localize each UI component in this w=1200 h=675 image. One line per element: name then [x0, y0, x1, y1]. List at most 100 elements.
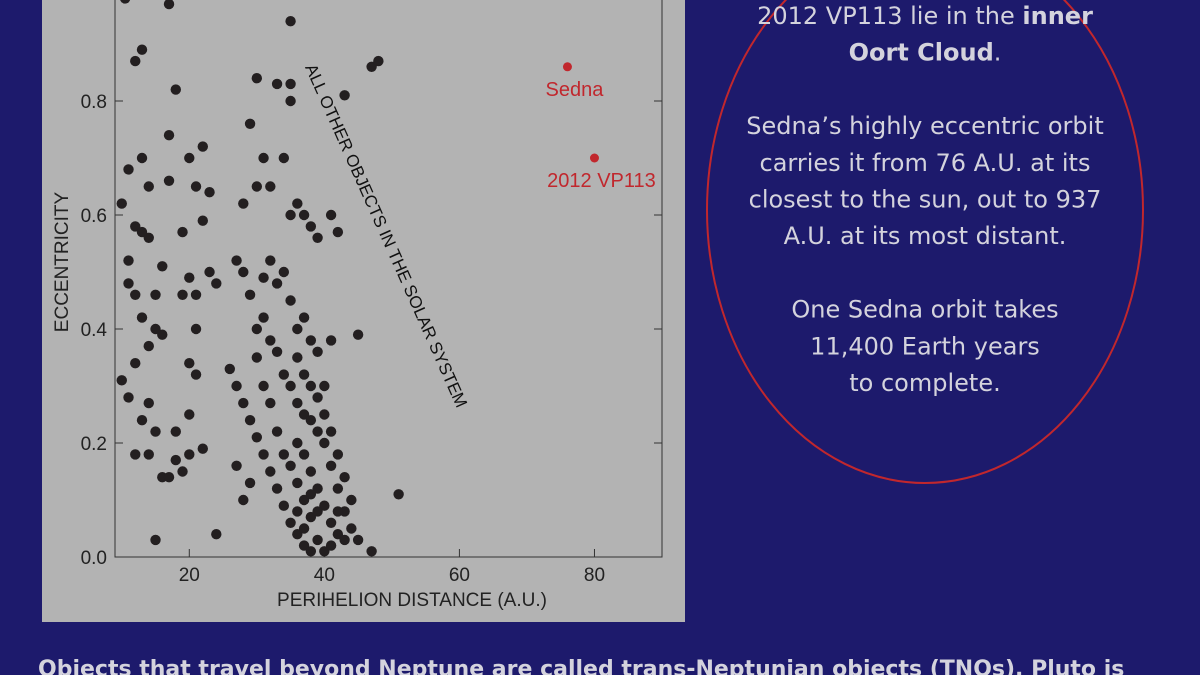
data-point — [305, 221, 317, 232]
data-point — [346, 494, 357, 506]
sidebar-text: 11,400 Earth years — [810, 332, 1040, 360]
data-point — [312, 506, 323, 517]
oort-ellipse — [706, 0, 1144, 484]
data-point — [352, 534, 364, 546]
data-point — [332, 449, 344, 460]
data-point — [271, 483, 283, 494]
data-point — [319, 380, 330, 392]
data-point — [143, 232, 154, 243]
data-point — [190, 323, 202, 335]
sidebar-line: 11,400 Earth years — [810, 332, 1040, 360]
data-point — [271, 426, 283, 437]
data-point — [197, 215, 208, 226]
data-point — [366, 546, 377, 557]
x-tick-label: 80 — [584, 565, 605, 586]
data-point — [238, 266, 249, 278]
data-point — [285, 209, 296, 221]
sidebar-text: Oort Cloud — [849, 39, 994, 67]
data-point — [258, 312, 269, 323]
data-point — [305, 380, 317, 392]
data-point — [184, 358, 195, 369]
sidebar-line: One Sedna orbit takes — [791, 296, 1058, 324]
data-point — [204, 266, 215, 278]
data-point — [150, 534, 161, 546]
x-tick-label: 40 — [314, 565, 335, 586]
data-point — [265, 255, 276, 266]
data-point — [325, 517, 337, 528]
sidebar-text: . — [994, 39, 1002, 67]
data-point — [231, 255, 242, 266]
data-point — [325, 335, 337, 346]
data-point — [278, 500, 290, 511]
data-point — [278, 449, 290, 460]
data-point — [312, 346, 323, 357]
data-point — [136, 44, 148, 55]
data-point — [170, 454, 181, 466]
data-point — [305, 415, 317, 426]
data-point — [251, 181, 263, 192]
sidebar-text: carries it from 76 A.U. at its — [760, 149, 1091, 177]
data-point — [244, 477, 256, 489]
data-point — [231, 460, 242, 471]
data-point — [136, 152, 148, 164]
data-point — [231, 380, 242, 392]
data-point — [238, 397, 249, 409]
data-point — [325, 426, 337, 437]
data-point — [123, 278, 134, 289]
data-point — [339, 472, 350, 483]
data-point — [292, 352, 303, 363]
data-point — [238, 494, 249, 506]
data-point — [298, 369, 310, 380]
data-point — [285, 78, 296, 90]
y-axis-label: ECCENTRICITY — [52, 191, 73, 332]
data-point — [197, 443, 208, 454]
data-point — [190, 181, 202, 192]
sidebar-line: Sedna’s highly eccentric orbit — [746, 112, 1104, 140]
sidebar-line: closest to the sun, out to 937 — [749, 186, 1102, 214]
data-point — [325, 209, 337, 221]
data-point — [346, 523, 357, 534]
y-tick-label: 0.6 — [81, 206, 107, 227]
data-point — [130, 358, 141, 369]
data-point — [150, 289, 161, 300]
data-point — [136, 415, 148, 426]
data-point — [305, 546, 317, 557]
data-point — [332, 226, 344, 238]
data-point — [177, 226, 188, 238]
sidebar-line: Oort Cloud. — [849, 39, 1002, 67]
data-point — [123, 255, 134, 266]
sidebar-text: One Sedna orbit takes — [791, 296, 1058, 324]
y-tick-label: 0.2 — [81, 434, 107, 455]
sidebar-text: Sedna’s highly eccentric orbit — [746, 112, 1104, 140]
data-point — [339, 534, 350, 546]
x-tick-label: 20 — [179, 565, 200, 586]
data-point — [123, 392, 134, 403]
sidebar-text: closest to the sun, out to 937 — [749, 186, 1102, 214]
data-point — [589, 153, 599, 163]
data-point — [244, 289, 256, 300]
data-point — [184, 409, 195, 420]
data-point — [123, 164, 134, 175]
data-point — [298, 449, 310, 460]
data-point — [332, 506, 344, 517]
data-point — [373, 55, 384, 67]
data-point — [319, 409, 330, 420]
data-point — [163, 130, 175, 141]
data-point — [292, 477, 303, 489]
x-tick-label: 60 — [449, 565, 470, 586]
data-point — [184, 449, 195, 460]
data-point — [190, 289, 202, 300]
data-point — [312, 426, 323, 437]
sidebar-text: to complete. — [849, 369, 1000, 397]
data-point — [312, 232, 323, 243]
data-point — [197, 141, 208, 152]
data-point — [204, 187, 215, 198]
data-point — [271, 278, 283, 289]
data-point — [332, 483, 344, 494]
data-point — [292, 506, 303, 517]
chart-panel — [42, 0, 685, 622]
data-point — [278, 369, 290, 380]
y-tick-label: 0.8 — [81, 92, 107, 113]
